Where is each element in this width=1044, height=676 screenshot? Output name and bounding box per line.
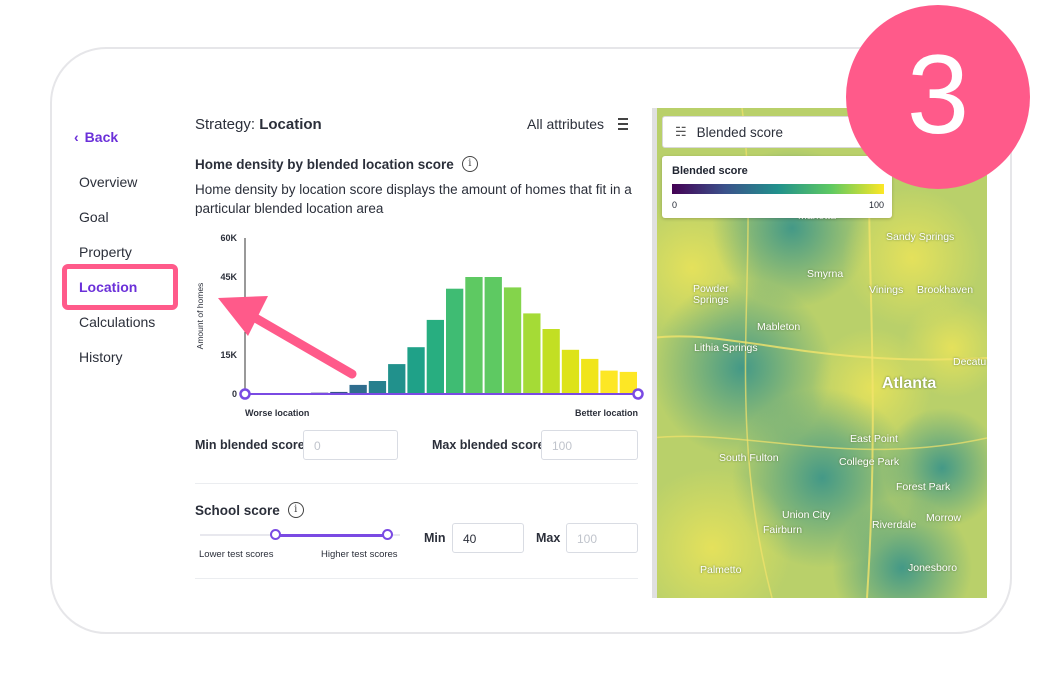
- map-label: Union City: [782, 509, 831, 521]
- map-label: Morrow: [926, 512, 962, 524]
- histogram-bar: [407, 347, 425, 394]
- sidebar-item-property[interactable]: Property: [79, 244, 132, 260]
- sidebar-item-location[interactable]: Location: [79, 279, 138, 295]
- step-badge: 3: [846, 5, 1030, 189]
- school-min-label: Min: [424, 531, 446, 545]
- sidebar-item-calculations[interactable]: Calculations: [79, 314, 156, 330]
- histogram-bar: [426, 319, 444, 394]
- sidebar-item-history[interactable]: History: [79, 349, 123, 365]
- map-label: Fairburn: [763, 524, 803, 536]
- y-tick-label: 15K: [220, 350, 237, 360]
- x-label-worse: Worse location: [245, 408, 309, 418]
- back-label: Back: [84, 129, 119, 145]
- strategy-name: Location: [259, 116, 322, 133]
- legend-title: Blended score: [672, 165, 748, 177]
- y-tick-label: 0: [232, 389, 237, 399]
- map-label: Palmetto: [700, 564, 742, 576]
- range-min-handle[interactable]: [239, 388, 251, 400]
- histogram-bar: [465, 277, 483, 394]
- histogram-bar: [619, 371, 637, 394]
- school-max-input[interactable]: 100: [566, 523, 638, 553]
- higher-test-scores-label: Higher test scores: [321, 549, 398, 560]
- legend-color-scale: [672, 184, 884, 194]
- density-section-title: Home density by blended location score i: [195, 156, 478, 172]
- map-label: Brookhaven: [917, 284, 974, 296]
- map-label: East Point: [850, 433, 898, 445]
- histogram-bar: [503, 287, 522, 394]
- info-icon[interactable]: i: [287, 502, 304, 518]
- histogram-bar: [446, 288, 464, 394]
- school-title: School score: [195, 502, 280, 518]
- map-label: Smyrna: [807, 268, 844, 280]
- section-divider: [195, 483, 638, 484]
- map-label: Jonesboro: [908, 562, 958, 574]
- home-density-chart: 60K 45K 15K 0 Amount of homes Worse location B…: [195, 233, 644, 418]
- score-map[interactable]: [652, 108, 987, 598]
- map-label: College Park: [839, 456, 900, 468]
- all-attributes-label: All attributes: [527, 116, 605, 132]
- y-tick-label: 45K: [220, 272, 237, 282]
- histogram-bar: [600, 370, 618, 394]
- histogram-bar: [581, 358, 599, 394]
- arrow-shaft: [247, 311, 357, 379]
- school-section-title: School score i: [195, 502, 304, 518]
- school-max-label: Max: [536, 531, 561, 545]
- map-scrollbar[interactable]: [652, 108, 657, 598]
- section-divider: [195, 578, 638, 579]
- sidebar-item-goal[interactable]: Goal: [79, 209, 109, 225]
- map-label: Riverdale: [872, 519, 917, 531]
- database-icon: ☵: [675, 124, 687, 139]
- lower-test-scores-label: Lower test scores: [199, 549, 274, 560]
- school-min-input[interactable]: 40: [452, 523, 524, 553]
- range-max-handle[interactable]: [632, 388, 644, 400]
- map-legend: Blended score 0 100: [662, 156, 892, 218]
- histogram-bar: [561, 349, 580, 394]
- min-blended-input[interactable]: 0: [303, 430, 398, 460]
- histogram-bar: [484, 277, 502, 394]
- y-tick-label: 60K: [220, 233, 237, 243]
- map-label: Atlanta: [882, 375, 937, 392]
- map-label: Forest Park: [896, 481, 951, 493]
- map-label: Mableton: [757, 321, 801, 333]
- back-button[interactable]: ‹ Back: [74, 129, 118, 145]
- histogram-bar: [368, 381, 387, 394]
- checklist-icon: [612, 117, 629, 131]
- sidebar-item-overview[interactable]: Overview: [79, 174, 138, 190]
- histogram-bar: [349, 384, 367, 394]
- map-texture: [652, 108, 987, 598]
- histogram-bar: [523, 313, 541, 394]
- max-blended-input[interactable]: 100: [541, 430, 638, 460]
- min-blended-label: Min blended score: [195, 438, 305, 452]
- map-label: Lithia Springs: [694, 342, 758, 354]
- map-label: Vinings: [869, 284, 904, 296]
- density-description: Home density by location score displays …: [195, 182, 632, 216]
- y-axis-label: Amount of homes: [195, 283, 205, 350]
- legend-max: 100: [868, 200, 884, 210]
- map-label: Powder Springs: [693, 283, 729, 306]
- chevron-left-icon: ‹: [74, 129, 79, 145]
- all-attributes-button[interactable]: All attributes: [527, 116, 629, 132]
- histogram-bar: [542, 329, 560, 394]
- legend-min: 0: [672, 200, 678, 210]
- map-label: South Fulton: [719, 452, 779, 464]
- histogram-bar: [388, 364, 406, 394]
- school-slider-range: [276, 534, 388, 537]
- max-blended-label: Max blended score: [432, 438, 545, 452]
- arrow-head: [218, 296, 268, 336]
- histogram-bar: [330, 391, 348, 394]
- strategy-heading: Strategy: Location: [195, 116, 322, 133]
- school-slider-min-handle[interactable]: [270, 529, 281, 540]
- school-slider-max-handle[interactable]: [382, 529, 393, 540]
- density-title: Home density by blended location score: [195, 156, 454, 172]
- info-icon[interactable]: i: [461, 156, 478, 172]
- map-label: Sandy Springs: [886, 231, 955, 243]
- x-label-better: Better location: [575, 408, 638, 418]
- map-label: Decatu: [953, 356, 987, 368]
- strategy-prefix: Strategy:: [195, 116, 256, 133]
- location-highlight-box: [62, 264, 178, 310]
- map-layer-label: Blended score: [696, 124, 783, 140]
